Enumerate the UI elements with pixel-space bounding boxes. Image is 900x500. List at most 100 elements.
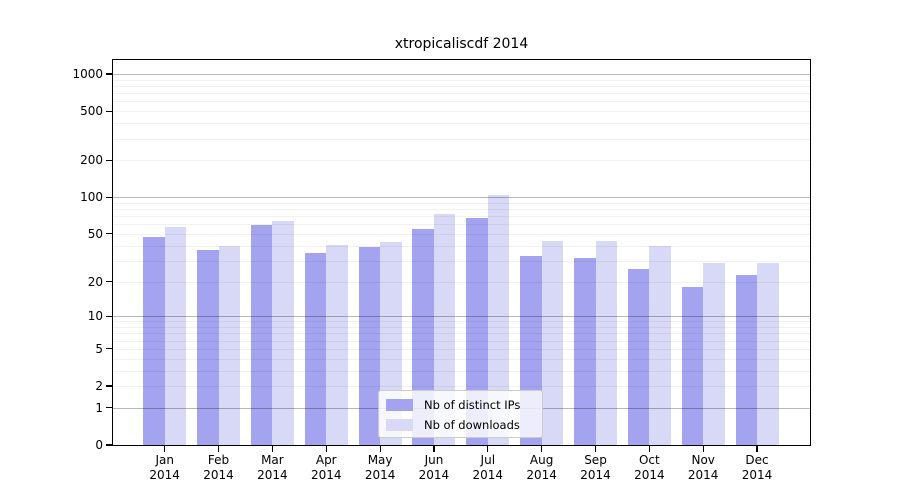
x-tick-label-mar: Mar 2014 xyxy=(257,453,288,482)
legend-item-downloads: Nb of downloads xyxy=(386,415,520,435)
y-tick-mark xyxy=(106,233,112,235)
x-tick-mark xyxy=(541,446,543,452)
y-tick-label: 5 xyxy=(95,341,103,356)
gridline-minor xyxy=(113,93,810,95)
x-tick-mark xyxy=(433,446,435,452)
y-tick-label: 500 xyxy=(80,104,103,119)
gridline-minor xyxy=(113,348,810,350)
y-tick-mark xyxy=(106,315,112,317)
legend-label-downloads: Nb of downloads xyxy=(424,418,520,432)
gridline-minor xyxy=(113,101,810,103)
y-tick-label: 2 xyxy=(95,379,103,393)
y-tick-mark xyxy=(106,407,112,409)
y-tick-label: 200 xyxy=(80,153,103,168)
gridline-minor xyxy=(113,216,810,218)
grid-layer xyxy=(113,60,810,445)
gridline-major-100 xyxy=(113,197,810,199)
y-tick-label: 1000 xyxy=(72,67,103,81)
gridline-minor xyxy=(113,333,810,335)
y-tick-label: 50 xyxy=(87,226,103,241)
bar-distinct-ips-sep xyxy=(574,257,596,445)
bar-distinct-ips-apr xyxy=(304,253,327,445)
plot-area xyxy=(112,59,811,446)
bar-downloads-jun xyxy=(433,213,456,445)
x-tick-mark xyxy=(487,446,489,452)
x-tick-label-oct: Oct 2014 xyxy=(634,453,665,482)
y-tick-label: 1 xyxy=(95,400,103,415)
x-tick-mark xyxy=(271,446,273,452)
x-tick-label-jul: Jul 2014 xyxy=(472,453,504,482)
legend-swatch-downloads xyxy=(386,419,413,431)
bar-distinct-ips-jul xyxy=(466,218,488,445)
x-tick-mark xyxy=(648,446,650,452)
y-tick-mark xyxy=(106,280,112,283)
gridline-minor xyxy=(113,209,810,211)
x-tick-label-apr: Apr 2014 xyxy=(310,453,342,482)
bar-distinct-ips-jan xyxy=(143,236,165,445)
x-tick-mark xyxy=(325,446,327,452)
bar-downloads-dec xyxy=(757,262,779,445)
x-tick-label-feb: Feb 2014 xyxy=(203,453,234,482)
y-tick-label: 0 xyxy=(95,438,103,452)
legend: Nb of distinct IPs Nb of downloads xyxy=(378,390,543,438)
gridline-minor xyxy=(113,202,810,204)
gridline-minor xyxy=(113,79,810,81)
legend-item-distinct-ips: Nb of distinct IPs xyxy=(386,395,520,415)
x-tick-mark xyxy=(164,446,166,452)
y-tick-label: 10 xyxy=(87,309,103,324)
bar-downloads-apr xyxy=(326,244,348,445)
bar-downloads-mar xyxy=(272,220,294,445)
gridline-minor xyxy=(113,160,810,162)
bar-downloads-oct xyxy=(649,246,671,445)
y-tick-mark xyxy=(106,196,112,198)
x-tick-label-nov: Nov 2014 xyxy=(687,453,719,482)
y-tick-mark xyxy=(106,159,112,161)
bar-downloads-sep xyxy=(595,241,617,445)
bar-distinct-ips-dec xyxy=(735,274,758,445)
gridline-major-1000 xyxy=(113,74,810,75)
y-tick-mark xyxy=(106,444,112,446)
x-tick-mark xyxy=(756,446,758,452)
bar-downloads-aug xyxy=(541,241,564,445)
x-tick-label-sep: Sep 2014 xyxy=(580,453,611,482)
gridline-minor xyxy=(113,111,810,113)
x-tick-label-may: May 2014 xyxy=(364,453,396,482)
gridline-minor xyxy=(113,138,810,140)
x-tick-label-aug: Aug 2014 xyxy=(526,453,557,482)
gridline-minor xyxy=(113,85,810,87)
legend-label-distinct-ips: Nb of distinct IPs xyxy=(424,398,521,412)
gridline-minor xyxy=(113,123,810,125)
gridline-minor xyxy=(113,327,810,328)
bar-distinct-ips-feb xyxy=(197,250,219,445)
bar-downloads-jul xyxy=(487,194,510,445)
y-tick-mark xyxy=(106,73,112,75)
gridline-minor xyxy=(113,386,810,387)
gridline-minor xyxy=(113,260,810,262)
bar-distinct-ips-nov xyxy=(681,287,704,445)
gridline-minor xyxy=(113,233,810,235)
y-tick-mark xyxy=(106,385,112,387)
gridline-minor xyxy=(113,321,810,323)
chart-title: xtropicaliscdf 2014 xyxy=(394,36,529,52)
x-tick-mark xyxy=(379,446,381,452)
y-tick-label: 100 xyxy=(80,190,103,205)
x-tick-label-dec: Dec 2014 xyxy=(741,453,773,482)
bar-distinct-ips-may xyxy=(358,247,381,445)
bar-downloads-nov xyxy=(703,262,725,445)
gridline-minor xyxy=(113,224,810,226)
y-tick-label: 20 xyxy=(87,274,103,289)
legend-swatch-distinct-ips xyxy=(386,399,413,411)
y-tick-mark xyxy=(106,348,112,350)
gridline-minor xyxy=(113,358,810,360)
bar-downloads-feb xyxy=(218,246,241,445)
bar-downloads-jan xyxy=(164,226,187,445)
gridline-minor xyxy=(113,340,810,342)
bar-distinct-ips-mar xyxy=(250,224,273,445)
x-tick-mark xyxy=(217,446,220,452)
x-tick-mark xyxy=(702,446,704,452)
x-tick-mark xyxy=(594,446,597,452)
gridline-major-10 xyxy=(113,316,810,318)
bars-layer xyxy=(113,60,810,445)
